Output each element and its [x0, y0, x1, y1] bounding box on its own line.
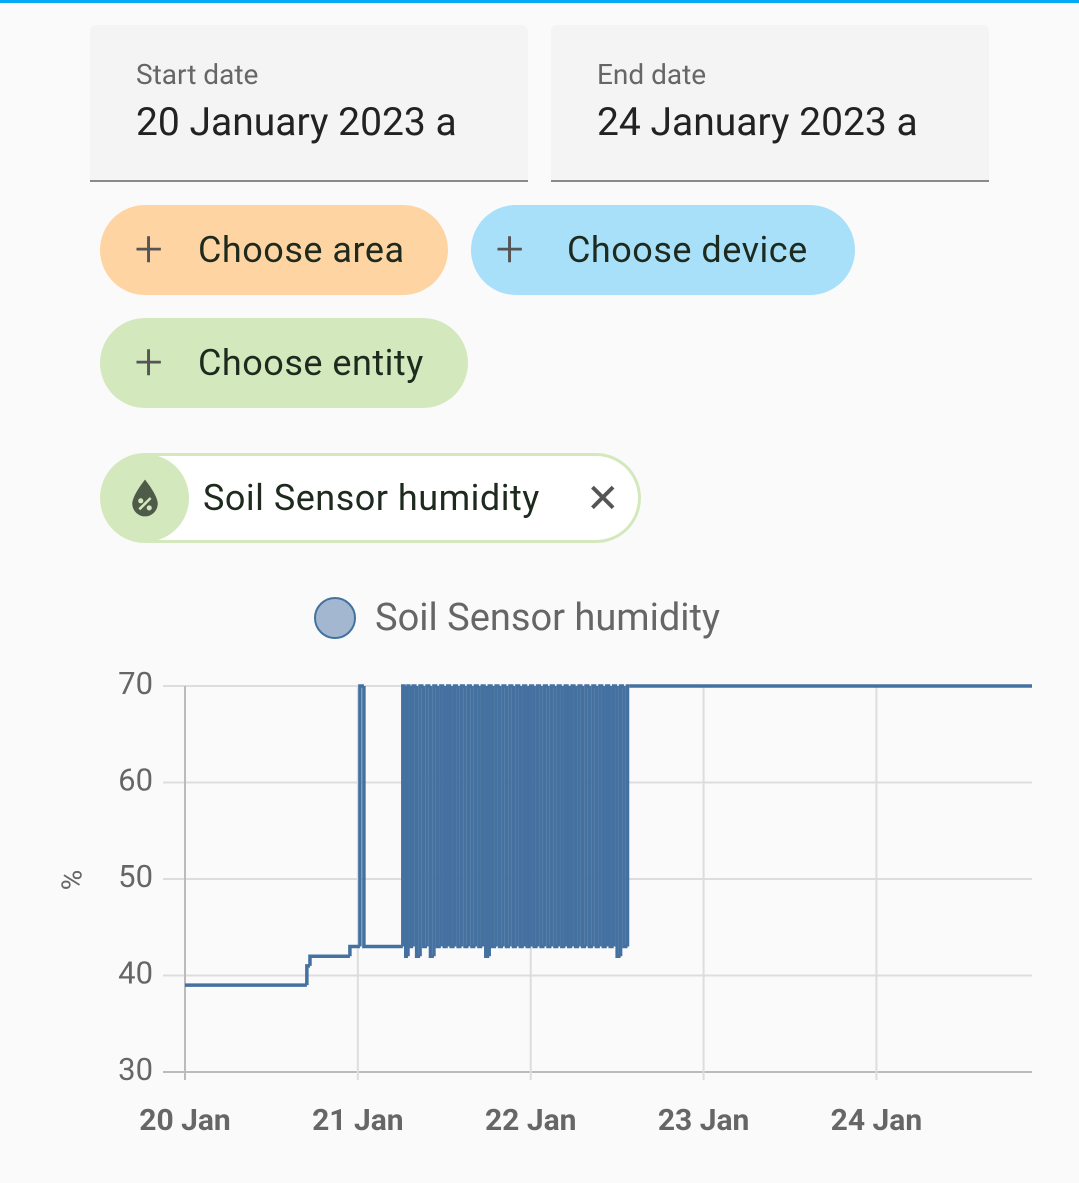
start-date-field[interactable]: Start date 20 January 2023 a	[90, 25, 528, 182]
chip-text: Choose area	[198, 229, 405, 271]
x-tick-label: 24 Jan	[831, 1103, 923, 1138]
x-tick-label: 20 Jan	[139, 1103, 231, 1138]
chip-text: Choose device	[567, 229, 808, 271]
chip-text: Choose entity	[198, 342, 424, 384]
step-segment	[348, 944, 360, 957]
y-tick-label: 70	[118, 665, 153, 702]
x-tick-label: 23 Jan	[658, 1103, 750, 1138]
x-tick-label: 21 Jan	[312, 1103, 404, 1138]
plus-icon: +	[134, 221, 164, 279]
value: 24 January 2023 a	[597, 99, 918, 145]
label: Start date	[136, 58, 259, 91]
y-tick-label: 40	[118, 955, 153, 992]
step-segment	[308, 954, 350, 966]
y-tick-label: 60	[118, 762, 153, 799]
plus-icon: +	[134, 334, 164, 392]
choose-entity[interactable]: + Choose entity	[100, 318, 468, 408]
entity-icon	[101, 454, 189, 542]
chip-text: Soil Sensor humidity	[203, 477, 540, 519]
choose-device[interactable]: + Choose device	[471, 205, 855, 295]
drop-icon	[132, 479, 158, 517]
selected-entity-chip[interactable]: Soil Sensor humidity ✕	[100, 453, 641, 543]
label: End date	[597, 58, 707, 91]
y-axis-label: %	[55, 870, 88, 891]
x-tick-label: 22 Jan	[485, 1103, 577, 1138]
plus-icon: +	[495, 221, 525, 279]
legend-text: Soil Sensor humidity	[375, 596, 720, 640]
step-segment	[625, 684, 630, 947]
end-date-field[interactable]: End date 24 January 2023 a	[551, 25, 989, 182]
step-segment	[362, 686, 403, 949]
remove-icon[interactable]: ✕	[585, 474, 620, 522]
value: 20 January 2023 a	[136, 99, 457, 145]
y-tick-label: 50	[118, 858, 153, 895]
top-bar	[0, 0, 1079, 3]
y-tick-label: 30	[118, 1051, 153, 1088]
choose-area[interactable]: + Choose area	[100, 205, 448, 295]
legend-swatch	[314, 597, 356, 639]
